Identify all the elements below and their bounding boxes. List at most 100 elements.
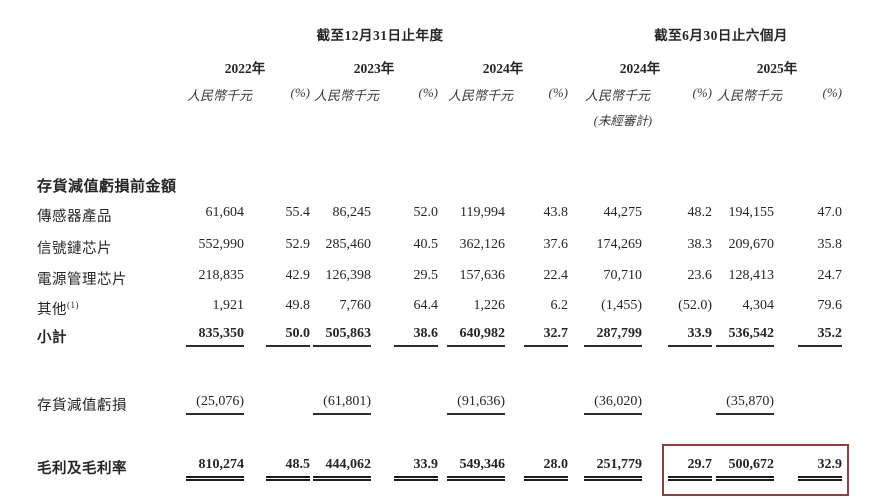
row-label: 毛利及毛利率: [37, 461, 127, 477]
percent-label: (%): [822, 85, 843, 100]
percent-cell: 64.4: [413, 298, 439, 313]
percent-cell: 29.5: [413, 268, 439, 283]
amount-cell: 126,398: [325, 268, 372, 283]
table-row-subtotal: 小計 835,350 50.0 505,863 38.6 640,982 32.…: [0, 326, 878, 348]
percent-cell: 48.5: [266, 457, 310, 481]
amount-cell: 505,863: [313, 326, 371, 347]
amount-cell: (36,020): [584, 394, 642, 415]
amount-cell: 218,835: [198, 268, 245, 283]
amount-cell: 1,921: [212, 298, 245, 313]
amount-cell: 835,350: [186, 326, 244, 347]
percent-cell: 38.3: [687, 237, 713, 252]
amount-cell: 362,126: [459, 237, 506, 252]
percent-label: (%): [548, 85, 569, 100]
percent-cell: 32.7: [524, 326, 568, 347]
percent-cell: 47.0: [817, 205, 843, 220]
amount-cell: 86,245: [332, 205, 372, 220]
percent-cell: 79.6: [817, 298, 843, 313]
amount-cell: 1,226: [473, 298, 506, 313]
amount-cell: 536,542: [716, 326, 774, 347]
percent-cell: 24.7: [817, 268, 843, 283]
amount-cell: 285,460: [325, 237, 372, 252]
percent-cell: 38.6: [394, 326, 438, 347]
percent-cell: 29.7: [668, 457, 712, 481]
unit-label: 人民幣千元: [584, 88, 650, 103]
table-row-sensor-products: 傳感器產品 61,604 55.4 86,245 52.0 119,994 43…: [0, 205, 878, 227]
percent-label: (%): [692, 85, 713, 100]
year-header-2023: 2023年: [353, 61, 395, 76]
percent-cell: 32.9: [798, 457, 842, 481]
section-title: 存貨減值虧損前金額: [37, 179, 177, 195]
amount-cell: 119,994: [460, 205, 505, 220]
percent-cell: 52.9: [285, 237, 311, 252]
year-header-2024-interim: 2024年: [619, 61, 661, 76]
percent-cell: 48.2: [687, 205, 713, 220]
amount-cell: (1,455): [601, 298, 642, 313]
percent-label: (%): [290, 85, 311, 100]
percent-cell: 52.0: [413, 205, 439, 220]
amount-cell: 61,604: [205, 205, 245, 220]
row-label: 小計: [37, 330, 67, 346]
amount-cell: 287,799: [584, 326, 642, 347]
percent-cell: 33.9: [668, 326, 712, 347]
row-label: 其他(1): [37, 300, 79, 318]
percent-label: (%): [418, 85, 439, 100]
amount-cell: 810,274: [186, 457, 244, 481]
period-header-annual: 截至12月31日止年度: [316, 28, 444, 43]
footnote-marker: (1): [67, 300, 79, 311]
table-row-power-management-chips: 電源管理芯片 218,835 42.9 126,398 29.5 157,636…: [0, 268, 878, 290]
percent-cell: 22.4: [543, 268, 569, 283]
percent-cell: 23.6: [687, 268, 713, 283]
amount-cell: (61,801): [313, 394, 371, 415]
row-label: 傳感器產品: [37, 209, 112, 225]
unit-label: 人民幣千元: [447, 88, 513, 103]
amount-cell: 194,155: [728, 205, 775, 220]
amount-cell: 251,779: [584, 457, 642, 481]
amount-cell: (35,870): [716, 394, 774, 415]
table-row-signal-chain-chips: 信號鏈芯片 552,990 52.9 285,460 40.5 362,126 …: [0, 237, 878, 259]
unit-header-row: 人民幣千元 (%) 人民幣千元 (%) 人民幣千元 (%) 人民幣千元 (%) …: [0, 85, 878, 105]
row-label: 信號鏈芯片: [37, 241, 112, 257]
percent-cell: 35.8: [817, 237, 843, 252]
amount-cell: 444,062: [313, 457, 371, 481]
amount-cell: 128,413: [728, 268, 775, 283]
amount-cell: 549,346: [447, 457, 505, 481]
amount-cell: 174,269: [596, 237, 643, 252]
percent-cell: 37.6: [543, 237, 569, 252]
amount-cell: 209,670: [728, 237, 775, 252]
year-header-2025: 2025年: [756, 61, 798, 76]
percent-cell: 55.4: [285, 205, 311, 220]
year-header-2024: 2024年: [482, 61, 524, 76]
percent-cell: 49.8: [285, 298, 311, 313]
percent-cell: 42.9: [285, 268, 311, 283]
amount-cell: 500,672: [716, 457, 774, 481]
unit-label: 人民幣千元: [313, 88, 379, 103]
table-row-inventory-impairment: 存貨減值虧損 (25,076) (61,801) (91,636) (36,02…: [0, 394, 878, 416]
year-header-2022: 2022年: [224, 61, 266, 76]
amount-cell: (25,076): [186, 394, 244, 415]
amount-cell: (91,636): [447, 394, 505, 415]
amount-cell: 44,275: [603, 205, 643, 220]
amount-cell: 157,636: [459, 268, 506, 283]
percent-cell: 33.9: [394, 457, 438, 481]
amount-cell: 7,760: [339, 298, 372, 313]
table-row-others: 其他(1) 1,921 49.8 7,760 64.4 1,226 6.2 (1…: [0, 298, 878, 320]
percent-cell: 6.2: [550, 298, 569, 313]
amount-cell: 4,304: [742, 298, 775, 313]
percent-cell: 28.0: [524, 457, 568, 481]
unaudited-label: (未經審計): [593, 114, 652, 128]
percent-cell: 50.0: [266, 326, 310, 347]
period-header-interim: 截至6月30日止六個月: [654, 28, 788, 43]
percent-cell: 35.2: [798, 326, 842, 347]
unit-label: 人民幣千元: [186, 88, 252, 103]
row-label: 電源管理芯片: [37, 272, 127, 288]
percent-cell: 40.5: [413, 237, 439, 252]
amount-cell: 640,982: [447, 326, 505, 347]
percent-cell: (52.0): [678, 298, 712, 313]
row-label: 存貨減值虧損: [37, 398, 127, 414]
amount-cell: 70,710: [603, 268, 643, 283]
table-row-gross-profit: 毛利及毛利率 810,274 48.5 444,062 33.9 549,346…: [0, 457, 878, 481]
amount-cell: 552,990: [198, 237, 245, 252]
percent-cell: 43.8: [543, 205, 569, 220]
